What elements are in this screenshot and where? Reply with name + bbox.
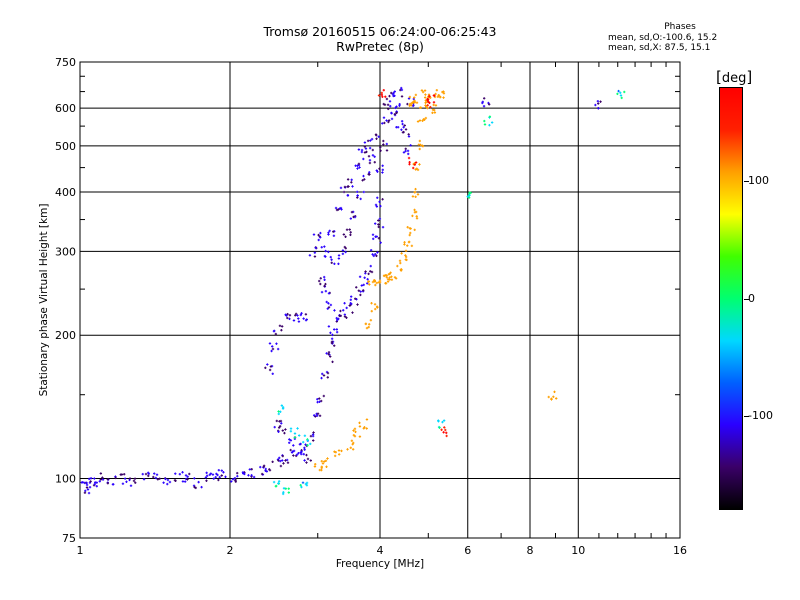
phases-stats-x-mode: mean, sd,X: 87.5, 15.1 (608, 43, 711, 53)
x-tick-label: 1 (77, 544, 84, 557)
colorbar-tick (744, 416, 749, 417)
y-tick-label: 300 (55, 245, 76, 258)
colorbar-tick-label: 0 (748, 291, 755, 305)
colorbar-tick-label: 100 (748, 174, 769, 187)
x-tick-label: 8 (527, 544, 534, 557)
x-axis-title: Frequency [MHz] (336, 558, 424, 570)
colorbar-unit-label: [deg] (716, 68, 753, 86)
y-tick-label: 600 (55, 102, 76, 115)
x-tick-label: 2 (227, 544, 234, 557)
x-tick-label: 4 (377, 544, 384, 557)
y-tick-label: 75 (62, 532, 76, 545)
colorbar-tick (744, 181, 749, 182)
phases-stats-o-mode: mean, sd,O:-100.6, 15.2 (608, 33, 718, 43)
y-tick-label: 200 (55, 329, 76, 342)
x-tick-label: 16 (673, 544, 687, 557)
chart-title: Tromsø 20160515 06:24:00-06:25:43 (263, 24, 497, 39)
colorbar-tick (744, 298, 749, 300)
colorbar (719, 87, 743, 510)
y-tick-label: 500 (55, 140, 76, 153)
y-axis-title: Stationary phase Virtual Height [km] (38, 204, 50, 397)
chart-subtitle: RwPretec (8p) (336, 39, 424, 54)
y-tick-label: 100 (55, 473, 76, 486)
y-tick-label: 750 (55, 56, 76, 69)
y-tick-label: 400 (55, 186, 76, 199)
colorbar-tick-label: -100 (748, 409, 773, 422)
x-tick-label: 6 (464, 544, 471, 557)
x-tick-label: 10 (571, 544, 585, 557)
phases-stats-title: Phases (664, 22, 696, 32)
